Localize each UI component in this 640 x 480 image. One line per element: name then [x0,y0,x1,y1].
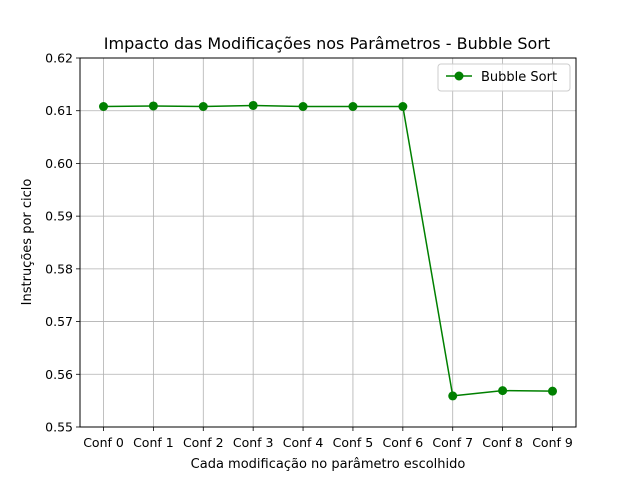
y-tick-label: 0.60 [45,156,73,171]
x-tick-label: Conf 6 [383,435,424,450]
data-point [248,100,258,110]
x-tick-label: Conf 5 [333,435,374,450]
data-point [99,101,108,111]
series-line [103,104,553,397]
data-point [398,101,408,111]
data-point [448,391,458,401]
y-tick-label: 0.55 [45,420,73,435]
data-point [548,386,557,396]
data-point [298,101,308,111]
legend: Bubble Sort [437,63,571,92]
plot-frame [79,57,577,428]
y-tick-label: 0.61 [45,103,73,118]
y-tick-label: 0.56 [45,367,73,382]
x-tick-label: Conf 4 [283,435,324,450]
x-tick-label: Conf 7 [432,435,473,450]
x-tick-label: Conf 2 [183,435,224,450]
x-tick-label: Conf 0 [83,435,124,450]
series-lines [103,104,553,397]
legend-box [437,63,571,92]
y-tick-label: 0.59 [45,209,73,224]
series-markers [99,100,557,401]
data-point [348,101,358,111]
x-tick-label: Conf 3 [233,435,274,450]
x-tick-label: Conf 1 [133,435,174,450]
y-tick-label: 0.62 [45,51,73,66]
x-axis-ticks: Conf 0 Conf 1 Conf 2 Conf 3 Conf 4 Conf 5 Conf… [83,427,573,450]
legend-label: Bubble Sort [481,70,557,85]
y-axis-title: Instruções por ciclo [20,179,35,306]
data-point [498,386,508,396]
chart-title: Impacto das Modificações nos Parâmetros … [104,34,550,53]
data-point [148,101,158,111]
x-tick-label: Conf 9 [532,435,573,450]
x-tick-label: Conf 8 [482,435,523,450]
legend-marker-sample [454,71,464,81]
y-axis-ticks: 0.55 0.56 0.57 0.58 0.59 0.60 0.61 0.62 [45,51,80,435]
y-tick-label: 0.57 [45,314,73,329]
x-axis-title: Cada modificação no parâmetro escolhido [191,457,466,472]
data-point [198,101,208,111]
y-tick-label: 0.58 [45,261,73,276]
